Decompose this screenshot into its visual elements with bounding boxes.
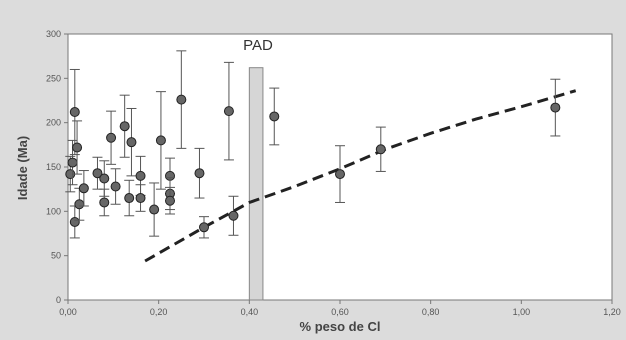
x-tick-label: 0,80	[422, 307, 440, 317]
point-marker	[135, 170, 146, 181]
pad-band	[248, 67, 264, 301]
data-point-14	[124, 179, 135, 217]
data-point-11	[106, 110, 117, 165]
data-point-23	[176, 50, 187, 149]
data-point-31	[550, 78, 561, 137]
data-point-24	[194, 147, 205, 199]
point-marker	[223, 106, 234, 117]
x-tick-label: 1,20	[603, 307, 621, 317]
point-marker	[550, 102, 561, 113]
data-point-15	[126, 107, 137, 177]
point-marker	[126, 137, 137, 148]
point-marker	[155, 135, 166, 146]
point-marker	[110, 181, 121, 192]
data-point-3	[69, 68, 80, 156]
y-tick-label: 100	[46, 206, 61, 216]
point-marker	[67, 157, 78, 168]
point-marker	[106, 132, 117, 143]
y-tick-label: 50	[51, 251, 61, 261]
point-marker	[269, 111, 280, 122]
x-tick-label: 0,40	[241, 307, 259, 317]
point-marker	[165, 195, 175, 206]
x-tick-label: 0,20	[150, 307, 168, 317]
data-point-19	[155, 91, 166, 190]
point-marker	[69, 107, 80, 118]
point-marker	[99, 197, 110, 208]
data-point-28	[269, 87, 280, 146]
data-point-10	[99, 160, 110, 197]
trend-line	[144, 89, 577, 263]
y-tick-label: 300	[46, 29, 61, 39]
data-point-12	[110, 168, 121, 205]
x-axis-title: % peso de Cl	[300, 319, 381, 334]
data-point-29	[335, 145, 345, 203]
data-point-25	[199, 216, 209, 239]
point-marker	[69, 216, 80, 227]
point-marker	[78, 183, 89, 194]
point-marker	[194, 168, 205, 179]
data-point-30	[375, 126, 386, 172]
point-marker	[119, 121, 130, 132]
point-marker	[176, 94, 187, 105]
point-marker	[149, 204, 160, 215]
point-marker	[72, 142, 83, 153]
point-marker	[99, 173, 110, 184]
data-point-8	[92, 156, 103, 190]
point-marker	[228, 210, 239, 221]
point-marker	[135, 193, 146, 204]
data-point-27	[228, 195, 239, 236]
data-point-13	[119, 94, 130, 158]
data-point-5	[72, 120, 83, 175]
point-marker	[92, 168, 103, 179]
point-marker	[74, 199, 85, 210]
y-axis-title: Idade (Ma)	[15, 136, 30, 200]
x-tick-label: 0,60	[331, 307, 349, 317]
data-point-18	[149, 182, 160, 237]
x-tick-label: 1,00	[513, 307, 531, 317]
point-marker	[124, 193, 135, 204]
y-tick-label: 0	[56, 295, 61, 305]
pad-annotation-label: PAD	[243, 37, 273, 54]
data-point-17	[135, 184, 146, 212]
data-point-7	[78, 170, 89, 207]
y-tick-label: 250	[46, 73, 61, 83]
data-point-26	[223, 61, 234, 161]
point-marker	[375, 144, 386, 155]
point-marker	[335, 169, 345, 180]
data-point-22	[165, 186, 175, 215]
y-tick-label: 150	[46, 162, 61, 172]
point-marker	[199, 222, 209, 233]
y-tick-label: 200	[46, 118, 61, 128]
x-tick-label: 0,00	[59, 307, 77, 317]
